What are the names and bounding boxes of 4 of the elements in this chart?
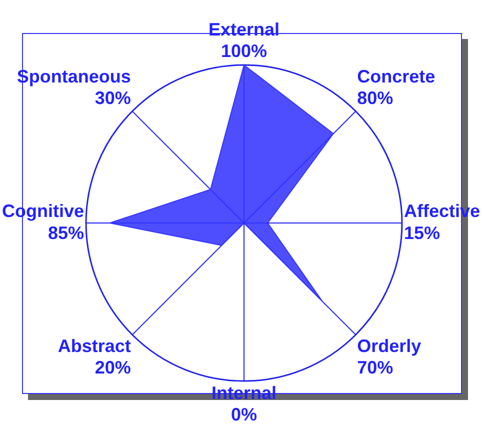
spoke-label: Abstract 20% [58,336,131,378]
spoke-label: Internal 0% [211,382,277,424]
spoke-label: Orderly 70% [357,336,422,378]
spoke-label: Concrete 80% [357,66,436,108]
